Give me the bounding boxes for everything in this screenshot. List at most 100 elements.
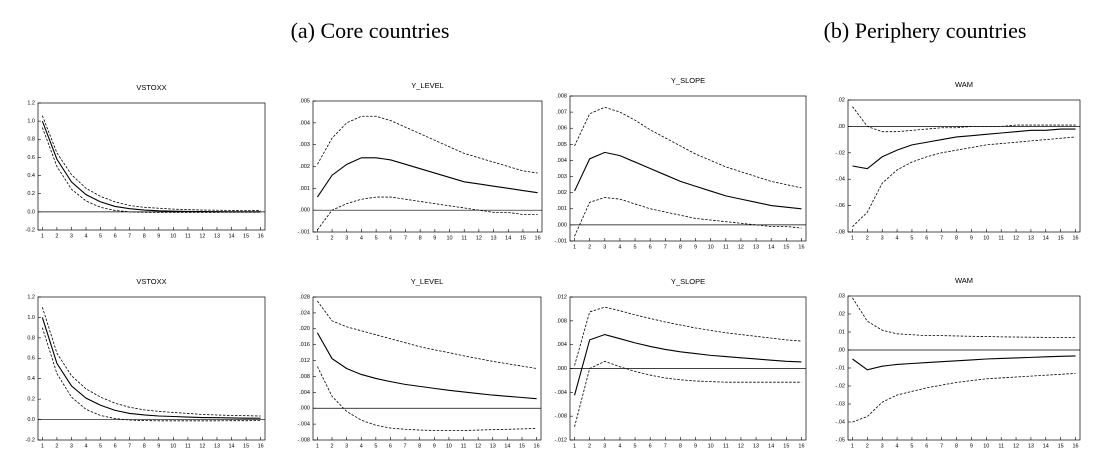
x-tick-label: 3 [603,443,606,449]
x-tick-label: 3 [70,233,73,239]
response-line [316,332,537,400]
y-tick-label: .000 [556,222,567,228]
y-tick-label: .008 [556,93,567,99]
x-tick-label: 14 [1043,235,1049,241]
x-tick-label: 12 [475,443,481,449]
y-tick-label: 0.2 [27,397,35,403]
x-tick-label: 13 [490,235,496,241]
x-tick-label: 2 [588,443,591,449]
x-tick-label: 7 [664,443,667,449]
y-tick-label: 1.0 [27,315,35,321]
x-tick-label: 2 [331,235,334,241]
response-line [852,136,1076,228]
plot-frame [847,99,1081,233]
response-line [41,127,261,213]
x-tick-label: 8 [419,235,422,241]
y-tick-label: .020 [299,326,310,332]
x-tick-label: 11 [185,443,191,449]
chart-title: Y_SLOPE [671,76,705,85]
x-tick-label: 3 [881,443,884,449]
x-tick-label: 1 [851,443,854,449]
x-tick-label: 16 [258,233,264,239]
x-tick-label: 9 [433,235,436,241]
y-tick-label: .024 [299,310,310,316]
x-tick-label: 13 [490,443,496,449]
y-tick-label: .004 [299,390,310,396]
x-tick-label: 1 [851,235,854,241]
x-tick-label: 12 [738,244,744,250]
x-tick-label: 3 [345,443,348,449]
y-tick-label: .002 [299,164,310,170]
y-tick-label: .007 [556,110,567,116]
x-tick-label: 5 [99,233,102,239]
y-tick-label: 0.4 [27,376,35,382]
y-tick-label: .000 [556,366,567,372]
response-line [317,366,537,431]
x-tick-label: 3 [881,235,884,241]
x-tick-label: 14 [1043,443,1049,449]
y-tick-label: .02 [837,311,845,317]
x-tick-label: 9 [694,443,697,449]
x-tick-label: 12 [738,443,744,449]
x-tick-label: 11 [723,443,729,449]
x-tick-label: 7 [404,443,407,449]
x-tick-label: 2 [588,244,591,250]
x-tick-label: 12 [199,233,205,239]
x-tick-label: 15 [519,443,525,449]
y-tick-label: -.04 [836,419,845,425]
response-line [41,120,261,213]
x-tick-label: 9 [694,244,697,250]
y-tick-label: .006 [556,126,567,132]
y-tick-label: .03 [837,293,845,299]
x-tick-label: 9 [970,235,973,241]
response-line [41,115,261,211]
y-tick-label: 0.0 [27,417,35,423]
y-tick-label: .005 [556,142,567,148]
response-line [317,300,537,369]
x-tick-label: 11 [461,443,467,449]
x-tick-label: 8 [143,443,146,449]
x-tick-label: 2 [866,443,869,449]
x-tick-label: 10 [983,443,989,449]
x-tick-label: 1 [316,235,319,241]
response-line [317,115,538,174]
x-tick-label: 8 [679,244,682,250]
x-tick-label: 6 [649,244,652,250]
response-line [852,297,1076,338]
plot-frame [37,296,266,441]
plot-frame [312,296,542,441]
x-tick-label: 5 [99,443,102,449]
x-tick-label: 8 [418,443,421,449]
y-tick-label: 1.0 [27,119,35,125]
y-tick-label: .000 [299,406,310,412]
y-tick-label: .004 [556,342,567,348]
y-tick-label: -.06 [836,203,845,209]
x-tick-label: 16 [258,443,264,449]
x-tick-label: 6 [114,233,117,239]
x-tick-label: 5 [910,235,913,241]
x-tick-label: 6 [389,443,392,449]
x-tick-label: 4 [84,443,87,449]
x-tick-label: 13 [1028,443,1034,449]
x-tick-label: 12 [1013,235,1019,241]
x-tick-label: 13 [753,244,759,250]
response-line [574,151,802,210]
chart-title: WAM [955,80,973,89]
x-tick-label: 4 [84,233,87,239]
response-line [317,196,538,231]
y-tick-label: .016 [299,342,310,348]
y-tick-label: .004 [299,120,310,126]
response-line [852,373,1076,423]
x-tick-label: 10 [983,235,989,241]
x-tick-label: 12 [199,443,205,449]
y-tick-label: .008 [556,318,567,324]
x-tick-label: 7 [128,443,131,449]
response-line [41,327,261,422]
y-tick-label: -.012 [554,437,567,443]
x-tick-label: 5 [910,443,913,449]
x-tick-label: 11 [998,235,1004,241]
x-tick-label: 9 [157,443,160,449]
panel-heading: (a) Core countries [291,18,450,43]
x-tick-label: 4 [618,443,621,449]
y-tick-label: .003 [299,142,310,148]
